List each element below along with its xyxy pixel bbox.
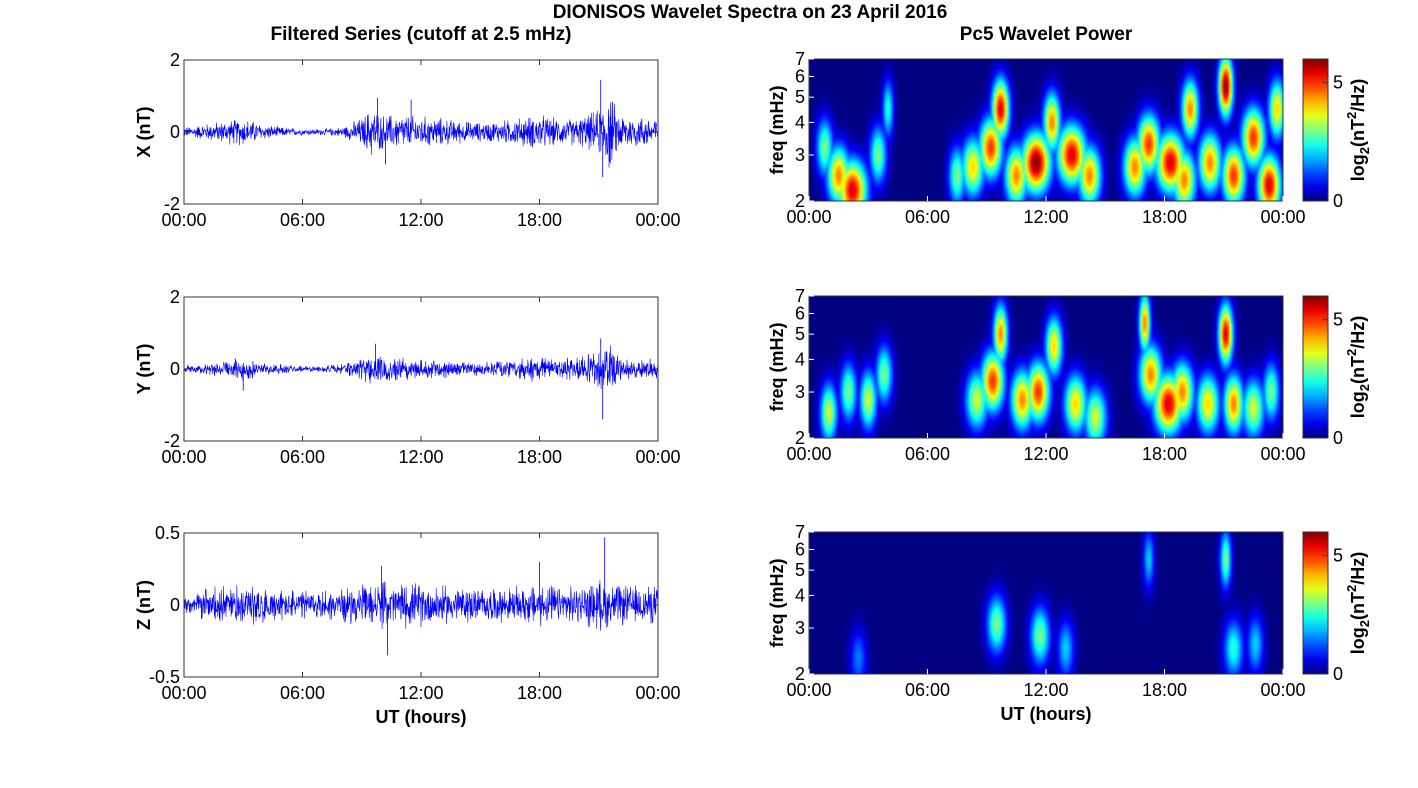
colorbar-tick-label: 0 xyxy=(1333,428,1343,448)
y-axis-label: freq (mHz) xyxy=(767,322,787,411)
colorbar-label: log2(nT2/Hz) xyxy=(1344,552,1372,654)
x-tick-label: 00:00 xyxy=(786,444,831,464)
y-axis-label: freq (mHz) xyxy=(767,558,787,647)
y-axis-label: Y (nT) xyxy=(134,344,154,395)
x-tick-label: 06:00 xyxy=(280,447,325,467)
colorbar-label: log2(nT2/Hz) xyxy=(1344,79,1372,181)
y-tick-label: 7 xyxy=(795,522,805,542)
x-tick-label: 00:00 xyxy=(635,447,680,467)
figure-title: DIONISOS Wavelet Spectra on 23 April 201… xyxy=(553,2,948,23)
y-tick-label: 0 xyxy=(170,359,180,379)
y-tick-label: 0 xyxy=(170,122,180,142)
x-tick-label: 00:00 xyxy=(161,210,206,230)
y-tick-label: 4 xyxy=(795,112,805,132)
x-tick-label: 00:00 xyxy=(786,680,831,700)
x-tick-label: 06:00 xyxy=(280,210,325,230)
colorbar-tick-label: 0 xyxy=(1333,664,1343,684)
x-tick-label: 12:00 xyxy=(1023,680,1068,700)
y-tick-label: 6 xyxy=(795,66,805,86)
x-tick-label: 00:00 xyxy=(635,683,680,703)
series-line-x xyxy=(183,101,659,168)
y-axis-label: X (nT) xyxy=(134,107,154,158)
right-column-title: Pc5 Wavelet Power xyxy=(960,24,1133,45)
left-column-title: Filtered Series (cutoff at 2.5 mHz) xyxy=(271,24,572,45)
colorbar-tick-label: 5 xyxy=(1333,73,1343,93)
x-tick-label: 12:00 xyxy=(398,210,443,230)
x-tick-label: 12:00 xyxy=(1023,444,1068,464)
series-line-y xyxy=(183,345,659,389)
y-tick-label: 3 xyxy=(795,145,805,165)
colorbar xyxy=(1302,295,1329,439)
y-tick-label: 2 xyxy=(795,664,805,684)
x-tick-label: 18:00 xyxy=(1142,207,1187,227)
y-tick-label: 2 xyxy=(795,191,805,211)
y-tick-label: 7 xyxy=(795,49,805,69)
y-axis-label: Z (nT) xyxy=(134,580,154,630)
y-tick-label: 5 xyxy=(795,87,805,107)
series-line-z xyxy=(183,580,659,631)
x-tick-label: 00:00 xyxy=(1260,207,1305,227)
colorbar xyxy=(1302,531,1329,675)
colorbar-tick-label: 0 xyxy=(1333,191,1343,211)
y-tick-label: 0.5 xyxy=(155,523,180,543)
x-axis-label: UT (hours) xyxy=(376,707,467,727)
colorbar xyxy=(1302,58,1329,202)
y-axis-label: freq (mHz) xyxy=(767,85,787,174)
x-tick-label: 00:00 xyxy=(786,207,831,227)
x-axis-label: UT (hours) xyxy=(1001,704,1092,724)
x-tick-label: 18:00 xyxy=(1142,680,1187,700)
y-tick-label: -2 xyxy=(164,194,180,214)
x-tick-label: 06:00 xyxy=(905,207,950,227)
y-tick-label: 0 xyxy=(170,595,180,615)
y-tick-label: 6 xyxy=(795,303,805,323)
x-tick-label: 12:00 xyxy=(398,683,443,703)
colorbar-label: log2(nT2/Hz) xyxy=(1344,316,1372,418)
y-tick-label: 2 xyxy=(170,50,180,70)
y-tick-label: 5 xyxy=(795,324,805,344)
y-tick-label: 3 xyxy=(795,382,805,402)
x-tick-label: 12:00 xyxy=(398,447,443,467)
x-tick-label: 18:00 xyxy=(517,447,562,467)
wavelet-heatmap xyxy=(809,532,1283,674)
y-tick-label: -2 xyxy=(164,431,180,451)
x-tick-label: 06:00 xyxy=(905,680,950,700)
x-tick-label: 00:00 xyxy=(1260,444,1305,464)
x-tick-label: 00:00 xyxy=(161,447,206,467)
x-tick-label: 00:00 xyxy=(1260,680,1305,700)
y-tick-label: 2 xyxy=(795,428,805,448)
y-tick-label: 4 xyxy=(795,585,805,605)
colorbar-tick-label: 5 xyxy=(1333,310,1343,330)
series-panel-z: 00:00 06:00 12:00 18:00 00:00-0.500.5Z (nT)U… xyxy=(134,523,681,727)
x-tick-label: 00:00 xyxy=(635,210,680,230)
x-tick-label: 18:00 xyxy=(517,210,562,230)
y-tick-label: 5 xyxy=(795,560,805,580)
y-tick-label: 6 xyxy=(795,539,805,559)
x-tick-label: 00:00 xyxy=(161,683,206,703)
y-tick-label: -0.5 xyxy=(149,667,180,687)
x-tick-label: 12:00 xyxy=(1023,207,1068,227)
x-tick-label: 06:00 xyxy=(905,444,950,464)
y-tick-label: 7 xyxy=(795,286,805,306)
wavelet-heatmap xyxy=(809,296,1283,438)
y-tick-label: 2 xyxy=(170,287,180,307)
y-tick-label: 4 xyxy=(795,349,805,369)
x-tick-label: 18:00 xyxy=(1142,444,1187,464)
wavelet-heatmap xyxy=(809,59,1283,201)
x-tick-label: 18:00 xyxy=(517,683,562,703)
x-tick-label: 06:00 xyxy=(280,683,325,703)
colorbar-tick-label: 5 xyxy=(1333,546,1343,566)
y-tick-label: 3 xyxy=(795,618,805,638)
